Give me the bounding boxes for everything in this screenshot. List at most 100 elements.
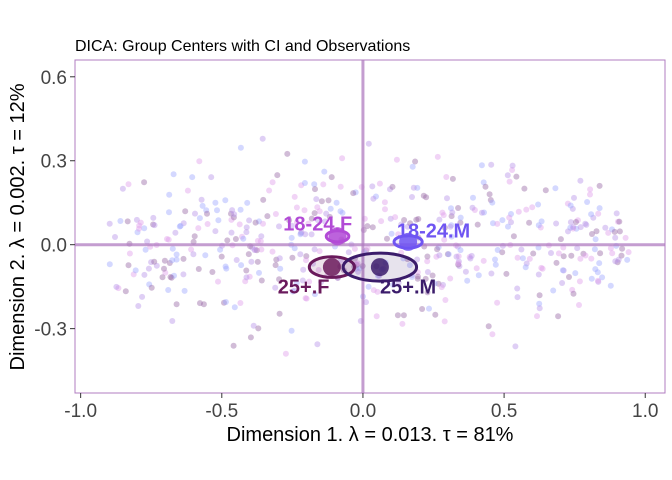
observation-point — [243, 224, 250, 231]
observation-point — [273, 256, 280, 263]
observation-point — [508, 219, 514, 226]
observation-point — [286, 217, 293, 224]
observation-point — [536, 300, 543, 307]
observation-point — [240, 235, 247, 242]
observation-point — [393, 156, 400, 163]
observation-point — [260, 196, 267, 203]
observation-point — [333, 199, 340, 206]
group-label: 25+.M — [380, 277, 436, 299]
observation-point — [382, 206, 388, 213]
observation-point — [252, 246, 259, 253]
observation-point — [184, 187, 191, 194]
observation-point — [442, 297, 449, 303]
observation-point — [508, 211, 514, 217]
observation-point — [589, 231, 595, 237]
observation-point — [311, 181, 318, 188]
observation-point — [246, 273, 253, 280]
y-tick-label: 0.3 — [41, 152, 67, 173]
observation-point — [300, 266, 307, 273]
observation-point — [243, 274, 250, 281]
observation-point — [616, 218, 623, 225]
observation-point — [106, 220, 113, 227]
observation-point — [445, 251, 452, 258]
observation-point — [444, 251, 451, 258]
observation-point — [214, 207, 220, 214]
observation-point — [137, 219, 144, 226]
observation-point — [289, 254, 296, 261]
observation-point — [254, 258, 261, 265]
observation-point — [570, 224, 577, 230]
observation-point — [151, 222, 158, 229]
panel-border — [74, 59, 666, 394]
observation-point — [514, 285, 521, 292]
observation-point — [365, 283, 372, 290]
observation-point — [172, 229, 179, 236]
observation-point — [144, 238, 151, 245]
y-ticks: -0.3 0.0 0.3 0.6 — [34, 68, 75, 341]
observation-point — [232, 236, 239, 242]
observation-point — [622, 234, 629, 241]
observation-point — [588, 255, 595, 262]
observation-point — [151, 258, 158, 265]
observation-point — [167, 274, 174, 280]
observation-point — [339, 155, 346, 162]
observation-point — [482, 183, 489, 190]
observation-point — [276, 276, 283, 283]
observation-point — [164, 236, 170, 242]
observation-point — [535, 201, 542, 208]
observation-point — [374, 288, 381, 295]
observation-point — [480, 257, 487, 264]
observation-point — [297, 251, 304, 258]
observation-point — [299, 277, 306, 284]
observation-point — [269, 248, 276, 255]
observation-point — [266, 187, 273, 194]
observation-point — [573, 219, 579, 225]
observation-point — [284, 150, 291, 157]
observation-point — [537, 224, 544, 231]
observation-point — [136, 225, 142, 232]
observation-point — [203, 207, 210, 214]
observation-point — [126, 250, 133, 257]
observation-point — [490, 220, 496, 227]
observation-point — [557, 236, 564, 243]
observation-point — [577, 177, 584, 184]
observation-point — [316, 248, 323, 255]
observation-point — [256, 269, 262, 276]
observation-point — [173, 301, 180, 308]
observation-point — [132, 267, 139, 274]
observation-point — [365, 140, 372, 147]
observation-point — [455, 253, 462, 260]
observation-point — [222, 299, 229, 305]
observation-point — [314, 341, 321, 348]
observation-point — [513, 173, 520, 180]
observation-point — [440, 281, 446, 288]
observation-point — [441, 224, 448, 231]
observation-point — [257, 238, 264, 245]
observation-point — [436, 216, 443, 223]
observation-point — [552, 185, 559, 192]
observation-point — [369, 183, 376, 190]
observation-point — [282, 350, 289, 357]
observation-point — [464, 277, 471, 284]
observation-point — [130, 271, 137, 278]
observation-point — [222, 197, 229, 204]
observation-point — [590, 214, 597, 221]
observation-point — [255, 325, 262, 332]
observation-point — [607, 282, 614, 289]
observation-point — [311, 291, 318, 298]
observation-point — [166, 191, 173, 198]
observation-point — [474, 221, 481, 228]
observation-point — [170, 171, 177, 178]
observation-point — [592, 266, 599, 273]
x-axis-title: Dimension 1. λ = 0.013. τ = 81% — [227, 424, 514, 446]
observation-point — [471, 207, 478, 213]
observation-point — [594, 269, 601, 276]
observation-point — [141, 179, 148, 186]
observation-point — [596, 182, 603, 189]
observation-point — [588, 211, 595, 218]
observation-point — [354, 260, 361, 267]
observation-point — [297, 230, 304, 237]
observation-point — [328, 174, 335, 181]
observation-point — [204, 210, 210, 217]
observation-point — [291, 287, 298, 294]
